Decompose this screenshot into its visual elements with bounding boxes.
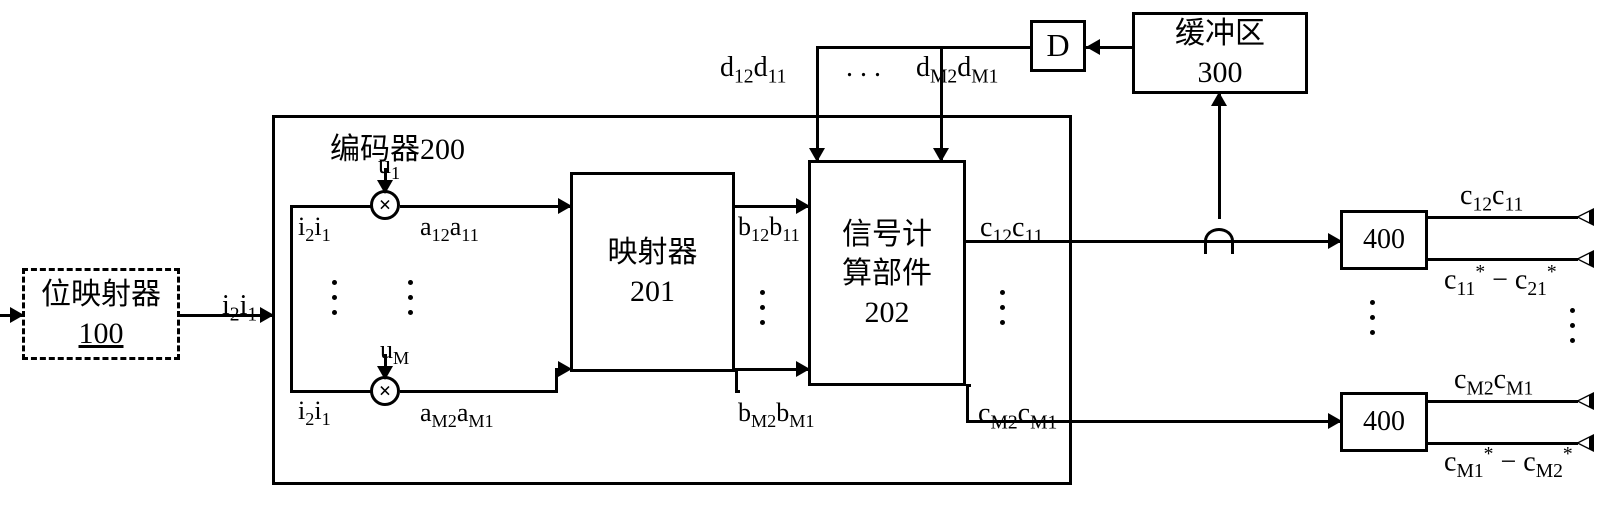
stbc1-label: 400 xyxy=(1363,222,1405,258)
arrow xyxy=(796,361,810,377)
lbl-i2i1-top: i2i1 xyxy=(298,212,331,246)
lbl-a12a11: a12a11 xyxy=(420,212,479,246)
sig-calc-label2: 算部件 xyxy=(842,254,932,293)
lbl-dots: . . . xyxy=(846,52,881,84)
arrow xyxy=(558,198,572,214)
line xyxy=(290,205,293,393)
arrow xyxy=(1086,39,1100,55)
lbl-dM2dM1: dM2dM1 xyxy=(916,52,998,89)
vdots-icon xyxy=(1570,308,1575,343)
lbl-c11c21-out: c11* − c21* xyxy=(1444,262,1557,301)
lbl-c12c11-out: c12c11 xyxy=(1460,180,1523,217)
buffer-label1: 缓冲区 xyxy=(1175,14,1265,53)
mapper-block: 映射器 201 xyxy=(570,172,735,372)
bit-mapper-label2: 100 xyxy=(79,314,124,353)
stbc2-label: 400 xyxy=(1363,404,1405,440)
arc-crossover xyxy=(1204,228,1234,254)
arrow xyxy=(10,307,24,323)
lbl-uM: uM xyxy=(380,335,409,369)
line xyxy=(290,205,372,208)
arrow xyxy=(1328,413,1342,429)
multiplier-bot xyxy=(370,376,400,406)
vdots-icon xyxy=(760,290,765,325)
antenna-icon xyxy=(1576,434,1594,452)
stbc1-block: 400 xyxy=(1340,210,1428,270)
sig-calc-label3: 202 xyxy=(865,293,910,332)
line xyxy=(290,390,372,393)
arrow xyxy=(1211,92,1227,106)
lbl-d12d11: d12d11 xyxy=(720,52,786,89)
sig-calc-block: 信号计 算部件 202 xyxy=(808,160,966,386)
line xyxy=(400,390,558,393)
antenna-icon xyxy=(1576,392,1594,410)
line xyxy=(1428,258,1578,261)
lbl-i2i1-out: i2i1 xyxy=(222,290,257,327)
lbl-cM1cM2-out: cM1* − cM2* xyxy=(1444,444,1573,483)
mapper-label2: 201 xyxy=(630,272,675,311)
line xyxy=(735,368,738,390)
arrow xyxy=(558,361,572,377)
antenna-icon xyxy=(1576,208,1594,226)
arrow xyxy=(260,307,274,323)
line xyxy=(816,46,1030,49)
arrow xyxy=(809,148,825,162)
vdots-icon xyxy=(1370,300,1375,335)
lbl-u1: u1 xyxy=(378,150,400,184)
lbl-cM2cM1-out: cM2cM1 xyxy=(1454,364,1533,401)
arrow xyxy=(933,148,949,162)
buffer-block: 缓冲区 300 xyxy=(1132,12,1308,94)
bit-mapper-label1: 位映射器 xyxy=(41,275,161,314)
line xyxy=(816,46,819,160)
antenna-icon xyxy=(1576,250,1594,268)
lbl-c12c11: c12c11 xyxy=(980,212,1043,249)
buffer-label2: 300 xyxy=(1198,53,1243,92)
vdots-icon xyxy=(332,280,337,315)
lbl-i2i1-bot: i2i1 xyxy=(298,396,331,430)
sig-calc-label1: 信号计 xyxy=(842,215,932,254)
arrow xyxy=(1328,233,1342,249)
mapper-label1: 映射器 xyxy=(608,233,698,272)
lbl-aM2aM1: aM2aM1 xyxy=(420,398,494,432)
bit-mapper-block: 位映射器 100 xyxy=(22,268,180,360)
vdots-icon xyxy=(1000,290,1005,325)
d-label: D xyxy=(1046,25,1069,67)
line xyxy=(400,205,570,208)
line xyxy=(966,384,971,387)
line xyxy=(735,390,740,393)
stbc2-block: 400 xyxy=(1340,392,1428,452)
multiplier-top xyxy=(370,190,400,220)
vdots-icon xyxy=(408,280,413,315)
lbl-b12b11: b12b11 xyxy=(738,212,800,246)
d-block: D xyxy=(1030,20,1086,72)
line xyxy=(1218,94,1221,219)
lbl-bM2bM1: bM2bM1 xyxy=(738,398,815,432)
lbl-cM2cM1: cM2cM1 xyxy=(978,398,1057,435)
line xyxy=(966,384,969,420)
